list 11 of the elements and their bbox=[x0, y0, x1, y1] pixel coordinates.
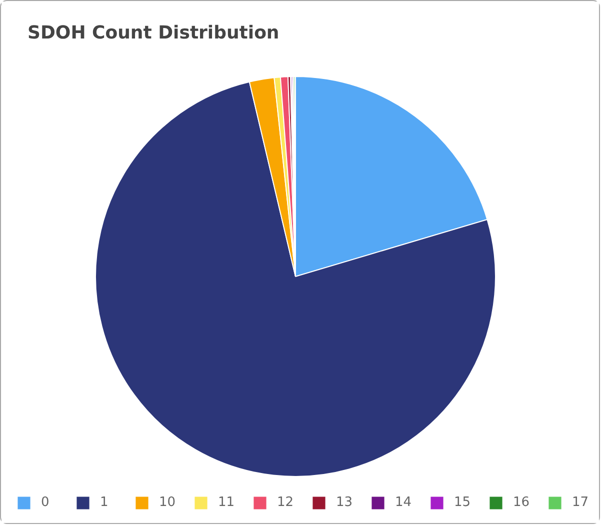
legend-label: 12 bbox=[277, 495, 295, 510]
legend-label: 10 bbox=[159, 495, 177, 510]
legend-label: 0 bbox=[41, 495, 50, 510]
legend-label: 1 bbox=[100, 495, 110, 510]
legend-label: 15 bbox=[454, 495, 472, 510]
legend-label: 16 bbox=[513, 495, 531, 510]
legend-label: 17 bbox=[572, 495, 590, 510]
chart-title: SDOH Count Distribution bbox=[28, 22, 280, 44]
legend-label: 11 bbox=[218, 495, 236, 510]
legend-label: 14 bbox=[395, 495, 413, 510]
legend-label: 13 bbox=[336, 495, 354, 510]
